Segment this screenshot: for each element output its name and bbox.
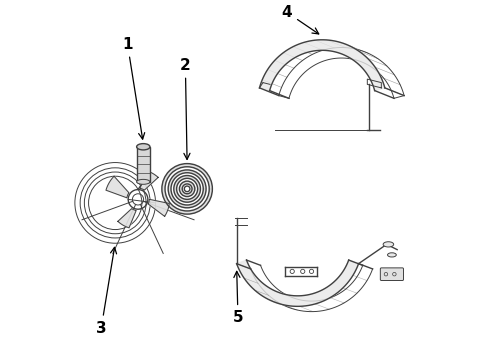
FancyBboxPatch shape	[380, 268, 403, 280]
Polygon shape	[106, 176, 129, 198]
Text: 2: 2	[180, 58, 191, 159]
Ellipse shape	[137, 144, 150, 150]
Polygon shape	[148, 199, 170, 216]
Ellipse shape	[383, 242, 393, 247]
Bar	[137, 147, 150, 182]
Polygon shape	[260, 40, 385, 91]
Text: 1: 1	[122, 37, 145, 139]
Text: 4: 4	[282, 5, 319, 34]
Circle shape	[184, 186, 190, 192]
Polygon shape	[118, 209, 136, 228]
Polygon shape	[168, 170, 206, 208]
Text: 5: 5	[233, 271, 244, 325]
Polygon shape	[174, 176, 200, 202]
Polygon shape	[179, 181, 195, 197]
Ellipse shape	[388, 253, 396, 257]
Polygon shape	[140, 171, 158, 190]
Ellipse shape	[137, 179, 150, 184]
Polygon shape	[237, 260, 359, 306]
Polygon shape	[162, 163, 212, 214]
Text: 3: 3	[96, 247, 117, 336]
